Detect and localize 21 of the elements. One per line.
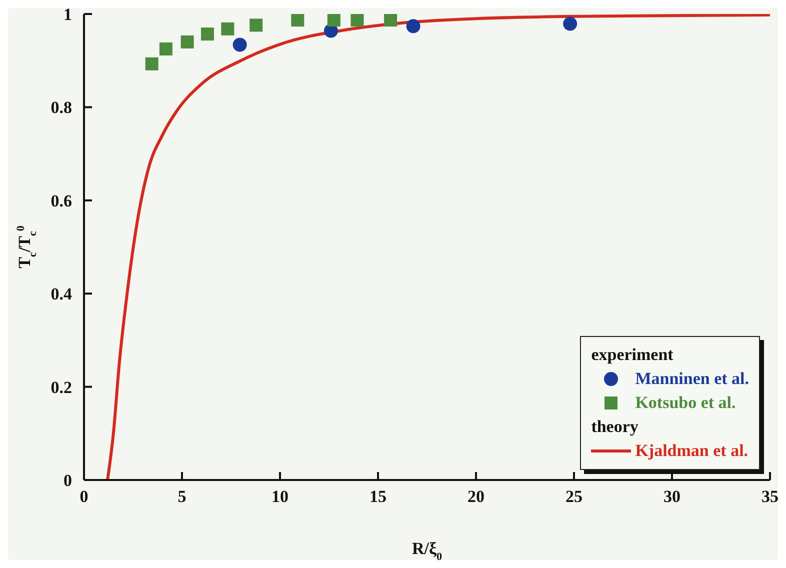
y-tick-label: 0 [64,471,72,490]
y-tick-label: 1 [64,5,72,24]
x-tick-label: 20 [468,487,484,506]
legend-label: Kotsubo et al. [635,392,736,414]
y-tick-label: 0.6 [50,191,72,210]
annotation: experiment [591,344,674,366]
annotation: theory [591,416,640,438]
x-tick-label: 5 [178,487,186,506]
y-tick-label: 0.2 [50,378,72,397]
x-tick-label: 30 [664,487,680,506]
x-tick-label: 35 [762,487,778,506]
x-tick-label: 25 [566,487,582,506]
legend-label: Kjaldman et al. [635,440,748,462]
x-tick-label: 15 [370,487,386,506]
x-tick-label: 10 [272,487,288,506]
line-series [106,14,770,480]
x-tick-label: 0 [80,487,88,506]
y-tick-label: 0.4 [50,284,72,304]
legend-label: Manninen et al. [635,368,749,390]
x-axis-title: R/ξ$_{0}$ [412,539,443,563]
y-tick-label: 0.8 [50,98,72,118]
